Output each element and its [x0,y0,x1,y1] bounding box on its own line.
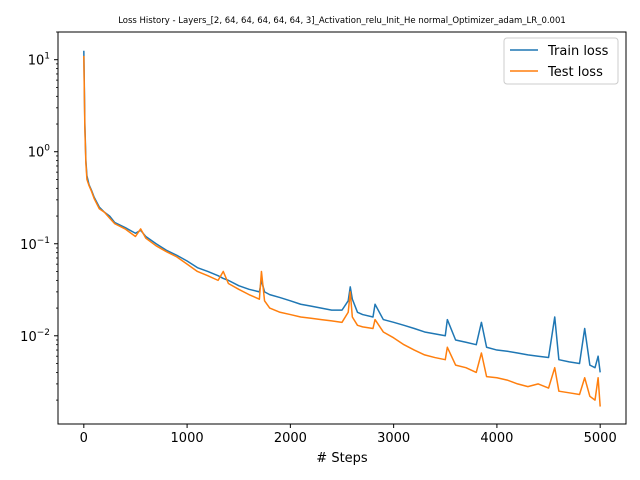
plot-frame [57,31,627,425]
plot-area [83,50,601,407]
series-line-test [83,55,601,407]
legend-label: Train loss [547,44,609,59]
y-axis: 10−2 10−1 100 101 [20,31,58,401]
x-axis: 0 1000 2000 3000 4000 5000 [80,424,617,446]
legend-label: Test loss [547,65,603,80]
chart-title: Loss History - Layers_[2, 64, 64, 64, 64… [118,16,566,26]
y-tick-label: 100 [28,144,51,161]
x-axis-label: # Steps [316,451,368,466]
y-tick-label: 10−1 [20,236,50,253]
x-tick-label: 2000 [274,431,307,446]
series-line-train [83,50,601,373]
y-tick-label: 10−2 [20,328,50,345]
x-tick-label: 5000 [584,431,617,446]
legend: Train loss Test loss [503,37,619,85]
x-tick-label: 3000 [377,431,410,446]
x-tick-label: 0 [80,431,88,446]
x-tick-label: 4000 [480,431,513,446]
y-tick-label: 101 [28,52,50,69]
x-tick-label: 1000 [171,431,204,446]
